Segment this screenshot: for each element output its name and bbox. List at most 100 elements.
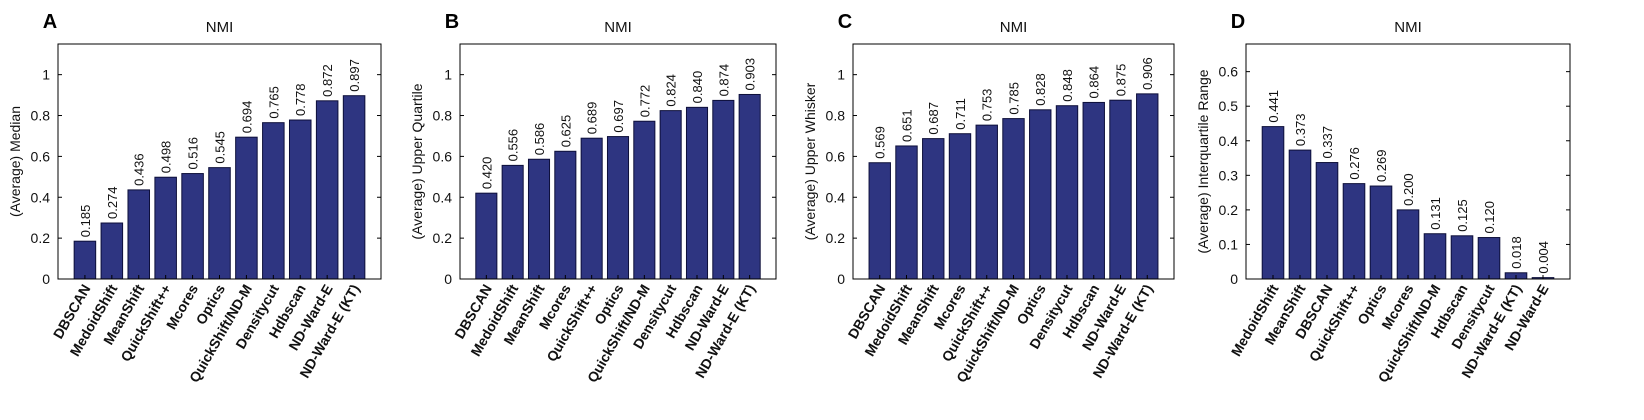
bar <box>868 162 891 280</box>
data-label: 0.772 <box>637 85 652 118</box>
bar <box>1002 118 1025 280</box>
data-label: 0.903 <box>743 58 758 91</box>
data-label: 0.545 <box>213 131 228 164</box>
data-label: 0.498 <box>159 141 174 174</box>
bar <box>554 150 577 280</box>
data-label: 0.516 <box>186 137 201 170</box>
panel-letter: A <box>43 11 57 33</box>
y-tick-label: 0.4 <box>1219 133 1239 149</box>
y-tick-label: 0.8 <box>826 108 846 124</box>
axes-frame <box>1245 43 1571 280</box>
bar <box>606 136 630 280</box>
bar <box>633 120 656 280</box>
data-label: 0.753 <box>980 89 995 122</box>
bar <box>288 119 312 280</box>
axes-frame <box>459 43 777 280</box>
y-tick-label: 1 <box>42 67 50 83</box>
y-tick-label: 0.6 <box>1219 64 1239 80</box>
data-label: 0.765 <box>266 86 281 119</box>
bar <box>1369 185 1393 280</box>
bar <box>1288 149 1312 280</box>
data-label: 0.120 <box>1482 201 1497 234</box>
data-label: 0.373 <box>1293 114 1308 147</box>
bar <box>208 167 231 280</box>
data-label: 0.004 <box>1536 241 1551 274</box>
y-tick-label: 0.3 <box>1219 167 1239 183</box>
panel-letter: C <box>838 11 852 33</box>
bar <box>154 176 177 280</box>
y-tick-label: 0.4 <box>433 189 453 205</box>
data-label: 0.864 <box>1087 66 1102 99</box>
axes-frame <box>852 43 1175 280</box>
bar <box>1082 101 1105 280</box>
data-label: 0.689 <box>585 102 600 135</box>
bar <box>1477 237 1501 280</box>
panel-letter: D <box>1231 11 1245 33</box>
bar <box>262 122 285 280</box>
panel-letter: B <box>445 11 459 33</box>
bar <box>580 137 603 280</box>
data-label: 0.586 <box>532 123 547 156</box>
y-tick-label: 0.8 <box>433 108 453 124</box>
data-label: 0.131 <box>1428 197 1443 230</box>
y-tick-label: 0.2 <box>433 230 453 246</box>
data-label: 0.840 <box>690 71 705 104</box>
bar <box>235 136 258 280</box>
data-label: 0.276 <box>1347 147 1362 180</box>
data-label: 0.441 <box>1266 90 1281 123</box>
chart-panel-b: B NMI(Average) Upper Quartile 0.420DBSCAN0… <box>409 11 777 385</box>
bar <box>501 164 524 280</box>
data-label: 0.694 <box>239 101 254 134</box>
y-tick-label: 0.6 <box>826 148 846 164</box>
data-label: 0.420 <box>479 157 494 190</box>
bar <box>475 192 498 280</box>
y-tick-label: 1 <box>444 67 452 83</box>
bar <box>315 100 339 280</box>
data-label: 0.872 <box>320 64 335 97</box>
chart-panel-c: C NMI(Average) Upper Whisker 0.569DBSCAN0.… <box>802 11 1175 385</box>
data-label: 0.824 <box>664 74 679 107</box>
y-tick-label: 0.4 <box>31 189 51 205</box>
y-tick-label: 0 <box>837 271 845 287</box>
y-tick-label: 0 <box>1230 271 1238 287</box>
data-label: 0.651 <box>900 109 915 142</box>
y-axis-label: (Average) Median <box>7 106 23 217</box>
bar <box>1450 235 1474 280</box>
chart-title: NMI <box>604 19 632 36</box>
data-label: 0.687 <box>926 102 941 135</box>
data-label: 0.697 <box>611 100 626 133</box>
y-tick-label: 0.1 <box>1219 236 1239 252</box>
bar <box>685 106 709 280</box>
data-label: 0.906 <box>1140 57 1155 90</box>
data-label: 0.185 <box>78 205 93 238</box>
bar <box>1055 105 1079 280</box>
chart-title: NMI <box>1000 19 1028 36</box>
y-tick-label: 0.6 <box>433 148 453 164</box>
y-tick-label: 0.4 <box>826 189 846 205</box>
data-label: 0.200 <box>1401 173 1416 206</box>
data-label: 0.269 <box>1374 149 1389 182</box>
bar <box>1315 162 1339 280</box>
y-axis-label: (Average) Interquartile Range <box>1195 69 1211 253</box>
data-label: 0.778 <box>293 83 308 116</box>
bar <box>181 173 204 280</box>
bar <box>1342 183 1366 280</box>
data-label: 0.874 <box>716 64 731 97</box>
data-label: 0.556 <box>506 129 521 162</box>
chart-title: NMI <box>1394 19 1422 36</box>
bar <box>922 138 945 280</box>
bar <box>127 189 151 280</box>
y-tick-label: 0 <box>444 271 452 287</box>
bar <box>1261 126 1285 280</box>
data-label: 0.711 <box>953 98 968 130</box>
data-label: 0.828 <box>1033 73 1048 106</box>
bar <box>1423 233 1447 280</box>
bar <box>738 93 761 280</box>
bar <box>895 145 918 280</box>
bar <box>1396 209 1420 280</box>
y-tick-label: 0.8 <box>31 108 51 124</box>
y-axis-label: (Average) Upper Quartile <box>409 83 425 239</box>
y-tick-label: 0 <box>42 271 50 287</box>
bar <box>100 222 124 280</box>
